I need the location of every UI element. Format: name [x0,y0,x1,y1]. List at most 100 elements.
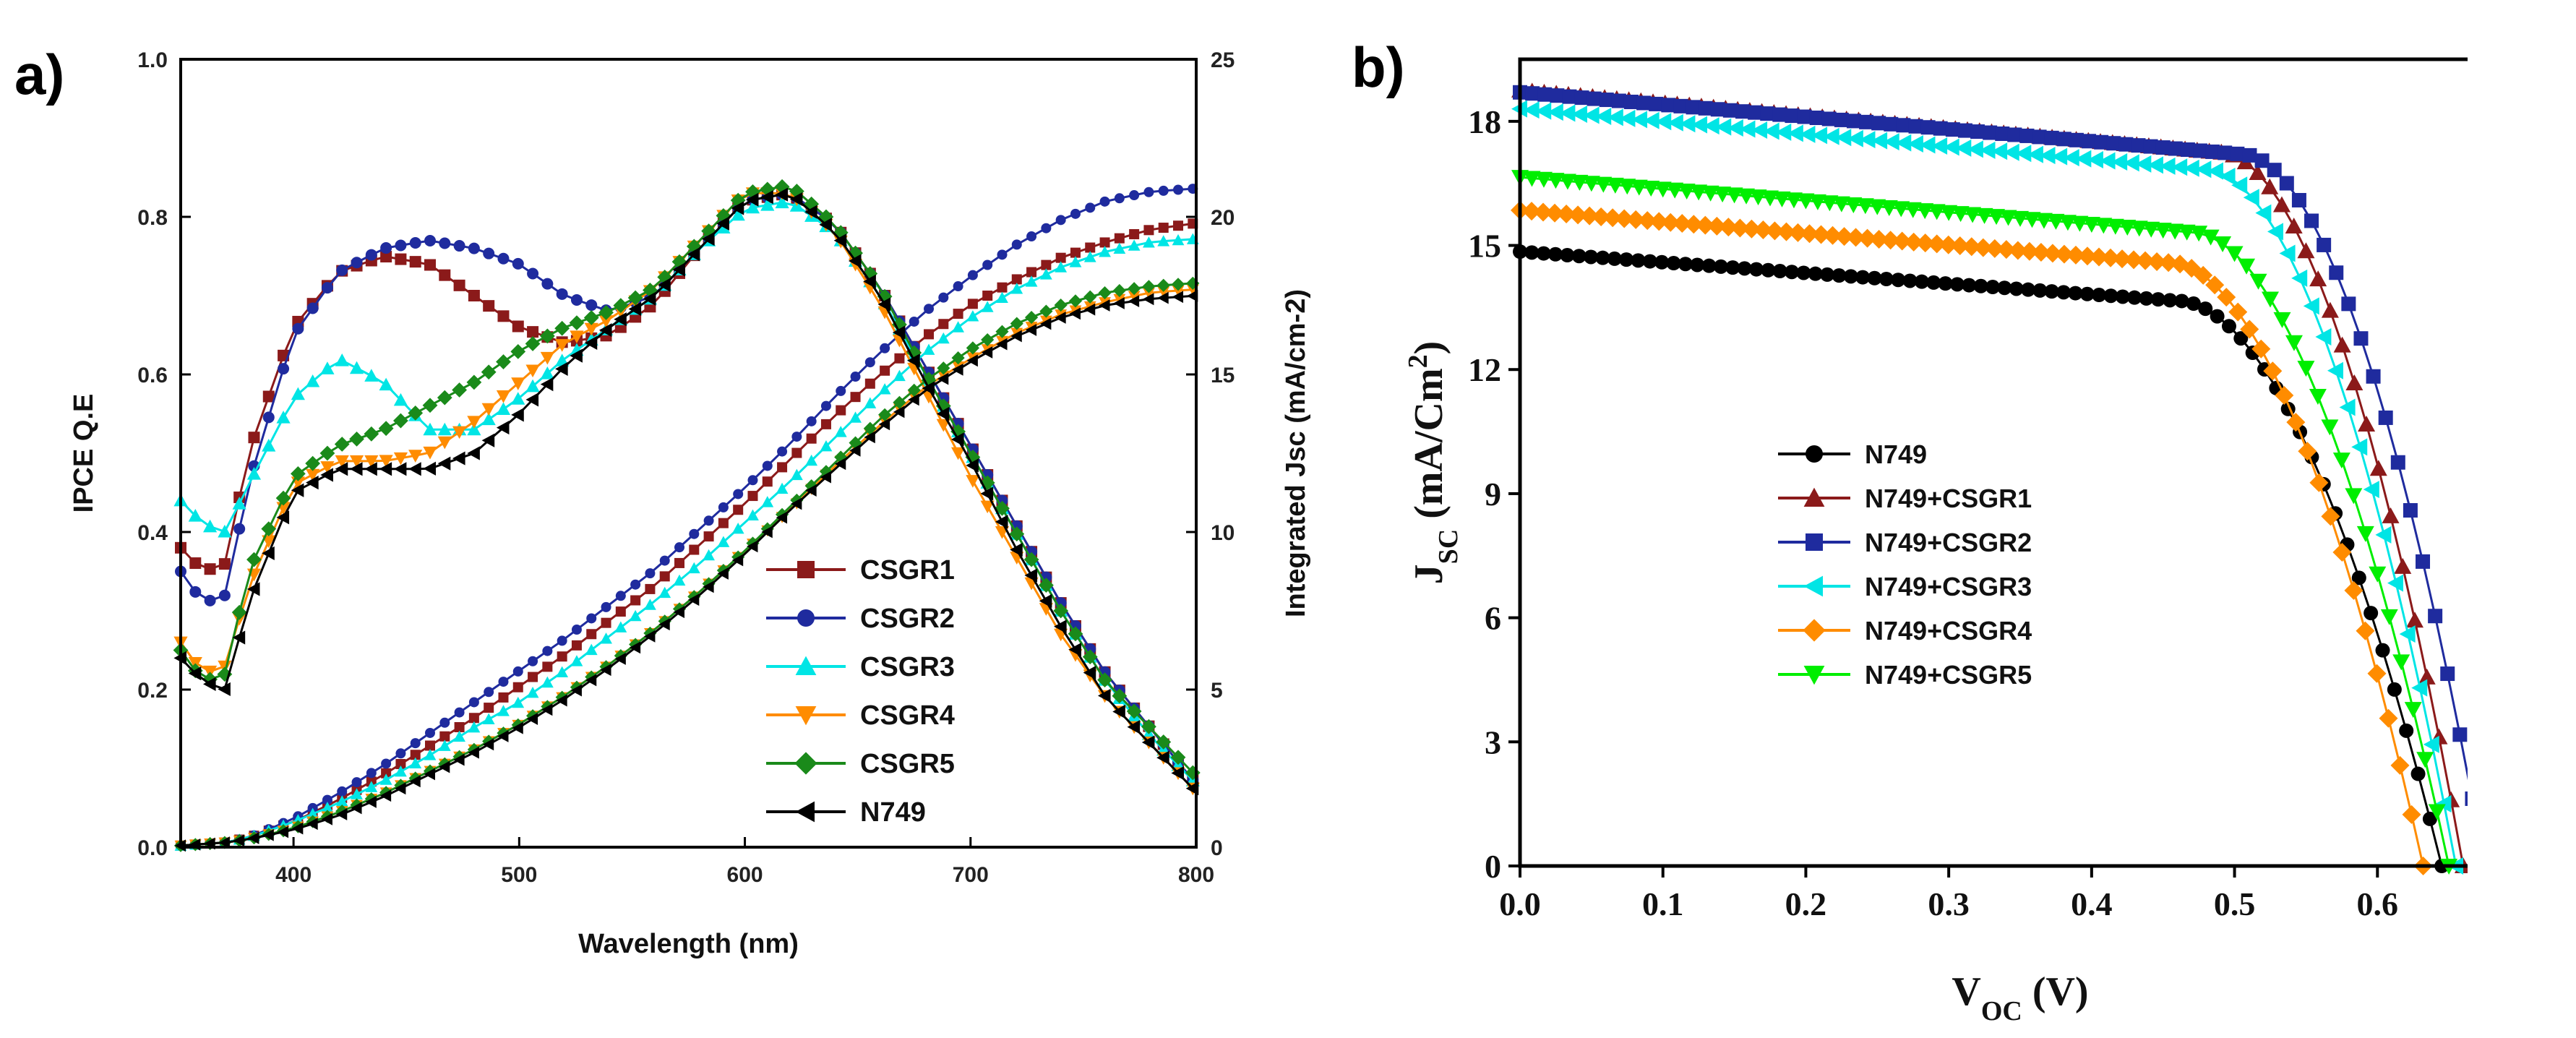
jsc-point-csgr3 [512,696,525,708]
jv-point-n749-csgr4 [1915,233,1935,253]
jsc-point-n749 [1055,312,1066,324]
ipce-point-csgr4 [349,455,364,468]
jv-point-n749-csgr5 [1534,171,1553,188]
jsc-point-csgr2 [938,292,949,303]
jv-point-n749 [2127,290,2142,305]
jsc-point-csgr1 [601,617,611,628]
y-right-tick-label: 15 [1211,364,1235,387]
jv-point-n749-csgr3 [1739,120,1756,138]
legend-marker-n749-csgr5 [1803,666,1825,685]
jsc-point-csgr3 [482,713,495,724]
jv-point-n749-csgr3 [2051,147,2068,166]
ipce-point-csgr3 [496,402,511,415]
jv-point-n749 [2399,723,2414,738]
jv-point-n749-csgr2 [2230,146,2245,161]
ipce-point-csgr5 [1141,719,1156,734]
ipce-point-csgr4 [379,455,393,468]
jv-point-n749-csgr5 [2071,215,2089,232]
ipce-point-csgr4 [408,450,423,463]
ipce-point-csgr4 [540,351,554,365]
jv-point-n749-csgr1 [2418,668,2436,685]
jsc-point-csgr3 [805,454,818,466]
jv-point-n749-csgr3 [2291,269,2308,287]
jv-point-n749-csgr1 [2405,612,2423,628]
x-tick-label: 600 [727,863,763,887]
jv-point-n749-csgr4 [1615,209,1634,228]
jsc-point-n749 [468,746,479,759]
jv-point-n749-csgr3 [1859,131,1876,149]
ipce-point-n749 [716,216,729,231]
jv-point-n749-csgr3 [2339,398,2356,416]
jsc-point-csgr1 [659,571,670,582]
jv-point-n749-csgr5 [1547,173,1565,189]
jv-point-n749-csgr1 [2394,557,2412,574]
jv-point-n749-csgr3 [1643,111,1660,129]
legend-marker-n749-csgr3 [1803,575,1823,597]
jv-point-n749-csgr2 [2019,128,2035,143]
ipce-point-csgr3 [481,412,496,426]
jsc-point-csgr3 [306,807,319,820]
jv-point-n749-csgr2 [1525,86,1540,101]
ipce-point-n749 [525,393,539,407]
jsc-point-csgr2 [425,727,436,738]
ipce-point-n749 [1141,735,1155,750]
ipce-point-n749 [408,462,421,476]
ipce-point-csgr3 [525,379,540,393]
jv-point-n749 [1914,274,1929,289]
jv-point-n749-csgr5 [2262,291,2279,308]
y-right-tick-label: 10 [1211,521,1235,545]
jv-point-n749-csgr3 [1823,127,1839,145]
jsc-point-n749 [1128,295,1140,308]
ipce-point-n749 [1010,542,1023,557]
jv-point-n749-csgr2 [1920,120,1936,135]
jv-point-n749-csgr3 [1547,103,1563,121]
jv-point-n749-csgr3 [2267,223,2283,241]
jv-point-n749-csgr2 [2118,137,2134,152]
jv-point-n749-csgr3 [1535,102,1552,120]
jsc-point-n749 [1113,297,1125,309]
jv-point-n749-csgr2 [2329,265,2344,280]
jv-point-n749-csgr3 [1955,139,1972,157]
jv-point-n749 [1690,257,1705,273]
ipce-point-csgr1 [395,253,407,265]
jsc-point-csgr1 [1114,233,1125,244]
ipce-point-n749 [555,361,568,376]
jv-point-n749-csgr5 [2273,312,2291,328]
jsc-point-csgr2 [351,777,362,788]
jv-point-n749-csgr1 [2261,178,2279,194]
jsc-point-csgr3 [966,310,979,322]
jv-point-n749-csgr4 [1626,210,1646,229]
series-csgr3 [173,195,1200,851]
jv-point-n749-csgr5 [1999,210,2017,226]
ipce-point-csgr5 [950,424,966,439]
jsc-point-csgr2 [1055,215,1066,226]
ipce-point-csgr5 [539,328,555,344]
jv-point-n749-csgr1 [2382,507,2400,523]
jsc-point-csgr2 [924,304,935,314]
jv-point-n749-csgr3 [1619,109,1636,127]
jv-point-n749-csgr4 [2309,473,2329,492]
jv-point-n749-csgr5 [1808,194,1826,210]
jsc-point-n749 [409,775,421,788]
jv-point-n749-csgr5 [1880,200,1898,217]
legend-marker-csgr1 [797,561,815,578]
jv-point-n749 [1820,267,1835,282]
jsc-point-csgr3 [409,757,422,769]
jv-point-n749-csgr3 [2351,438,2368,456]
jv-point-n749-csgr2 [2217,145,2233,160]
jv-point-n749-csgr3 [2027,145,2043,163]
jsc-point-csgr5 [1024,310,1039,325]
panel-b-label: b) [1352,35,1405,99]
jv-point-n749-csgr5 [1714,186,1732,203]
jv-point-n749-csgr4 [2356,621,2375,640]
jv-point-n749-csgr5 [2249,273,2267,290]
jv-point-n749-csgr3 [1703,117,1720,135]
jv-point-n749-csgr5 [2012,210,2029,227]
jsc-point-csgr4 [1128,291,1141,302]
jv-point-n749-csgr2 [2056,132,2071,147]
jv-point-n749-csgr2 [2428,609,2443,624]
jv-point-n749-csgr3 [1787,124,1803,142]
jsc-point-csgr1 [484,703,494,713]
x-tick-label: 800 [1178,863,1214,887]
